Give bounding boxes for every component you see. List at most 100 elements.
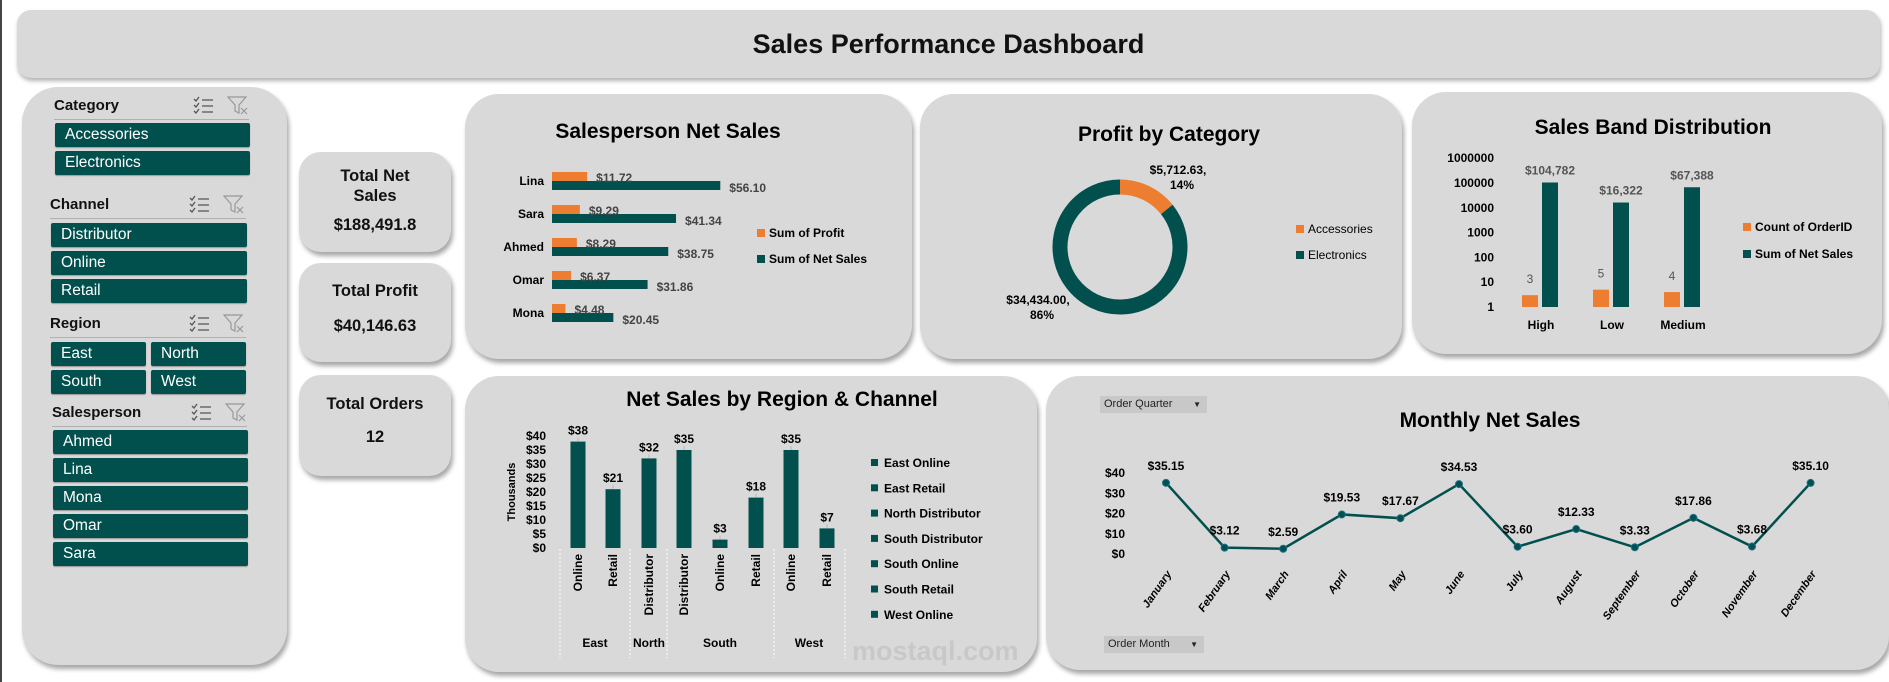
clear-filter-icon[interactable] <box>224 402 247 422</box>
category-label: Sara <box>518 207 544 221</box>
category-label: Retail <box>820 554 834 587</box>
slicer-item-east[interactable]: East <box>51 342 146 366</box>
slicer-item-retail[interactable]: Retail <box>51 279 247 303</box>
clear-filter-icon[interactable] <box>222 313 245 333</box>
legend-swatch <box>871 534 878 542</box>
slicer-item-sara[interactable]: Sara <box>53 542 248 566</box>
sales-band-distribution-chart: Sales Band Distribution 1 10 100 1000 10000 10… <box>1447 116 1853 332</box>
slicer-divider <box>52 426 247 427</box>
slicer-item-south[interactable]: South <box>51 370 146 394</box>
slicer-item-north[interactable]: North <box>151 342 246 366</box>
sales-band-chart-panel[interactable]: Sales Band Distribution 1 10 100 1000 10000 10… <box>1412 92 1882 354</box>
y-tick-label: $10 <box>1105 527 1125 541</box>
multi-select-icon[interactable] <box>191 402 213 422</box>
clear-filter-icon[interactable] <box>222 194 245 214</box>
monthly-net-sales-chart: Monthly Net Sales $0 $10 $20 $30 $40 $35.15 Jan… <box>1105 409 1829 622</box>
kpi-total-profit: Total Profit $40,146.63 <box>299 263 451 362</box>
kpi-title: Total Orders <box>326 395 424 413</box>
group-label: East <box>582 636 607 650</box>
slicer-item-lina[interactable]: Lina <box>53 458 248 482</box>
region-channel-chart-panel[interactable]: Net Sales by Region & Channel Thousands $0… <box>465 376 1037 672</box>
net-sales-data-label: $16,322 <box>1599 184 1643 198</box>
legend-swatch <box>1743 223 1751 231</box>
legend-swatch <box>871 585 878 593</box>
net-sales-data-label: $104,782 <box>1525 163 1575 177</box>
net-sales-bar <box>552 181 721 190</box>
month-label: February <box>1196 568 1233 614</box>
kpi-title-line2: Sales <box>353 187 397 205</box>
bar <box>783 450 799 548</box>
bar-data-label: $38 <box>568 424 588 438</box>
data-label: $34.53 <box>1441 460 1478 474</box>
slice-percent-label: 14% <box>1170 178 1194 192</box>
y-tick-label: $30 <box>1105 486 1125 500</box>
slice-value-label: $34,434.00, <box>1006 293 1069 307</box>
legend-label: Count of OrderID <box>1755 220 1853 234</box>
net-sales-data-label: $41.34 <box>685 214 722 228</box>
order-quarter-field-button[interactable]: Order Quarter ▼ <box>1100 396 1207 413</box>
data-label: $3.12 <box>1210 524 1240 538</box>
slicer-header-channel: Channel <box>50 196 110 213</box>
slicer-item-omar[interactable]: Omar <box>53 514 248 538</box>
slicer-divider <box>54 119 249 120</box>
bar-data-label: $7 <box>820 510 834 524</box>
slicer-item-distributor[interactable]: Distributor <box>51 223 247 247</box>
category-label: Online <box>571 554 585 592</box>
order-month-field-button[interactable]: Order Month ▼ <box>1104 636 1204 653</box>
y-axis-label: Thousands <box>506 463 518 522</box>
multi-select-icon[interactable] <box>189 313 211 333</box>
salesperson-chart-panel[interactable]: Salesperson Net Sales Lina $11.72 $56.10 Sar… <box>465 94 912 359</box>
y-tick-label: 10000 <box>1461 201 1495 215</box>
slicer-item-ahmed[interactable]: Ahmed <box>53 430 248 454</box>
slicer-item-electronics[interactable]: Electronics <box>55 151 250 175</box>
slicer-header-category: Category <box>54 97 120 114</box>
dropdown-arrow-icon: ▼ <box>1193 400 1201 409</box>
month-label: December <box>1779 568 1820 619</box>
profit-bar <box>552 271 572 280</box>
count-data-label: 5 <box>1598 267 1605 281</box>
bar <box>748 497 764 548</box>
y-tick-label: $35 <box>526 443 546 457</box>
y-tick-label: $15 <box>526 499 546 513</box>
data-point <box>1572 525 1581 534</box>
legend-label: Accessories <box>1308 222 1373 236</box>
bar-data-label: $35 <box>674 432 694 446</box>
month-label: July <box>1504 568 1527 594</box>
slicer-divider <box>50 218 246 219</box>
bar-data-label: $18 <box>746 480 766 494</box>
slicer-item-online[interactable]: Online <box>51 251 247 275</box>
slicer-item-mona[interactable]: Mona <box>53 486 248 510</box>
profit-data-label: $9.29 <box>589 204 619 218</box>
profit-data-label: $11.72 <box>596 171 632 185</box>
monthly-chart-panel[interactable]: Monthly Net Sales $0 $10 $20 $30 $40 $35.15 Jan… <box>1046 376 1889 670</box>
data-point <box>1513 542 1522 551</box>
profit-bar <box>552 238 577 247</box>
multi-select-icon[interactable] <box>189 194 211 214</box>
dashboard-title-bar: Sales Performance Dashboard <box>17 10 1880 78</box>
category-label: Mona <box>513 306 545 320</box>
legend-label: South Online <box>884 557 959 571</box>
kpi-total-orders: Total Orders 12 <box>299 375 451 476</box>
kpi-title: Total Profit <box>332 282 418 300</box>
order-month-label: Order Month <box>1108 638 1170 650</box>
y-tick-label: $25 <box>526 471 546 485</box>
data-label: $3.33 <box>1620 523 1650 537</box>
clear-filter-icon[interactable] <box>226 95 249 115</box>
slicer-item-west[interactable]: West <box>151 370 246 394</box>
net-sales-bar <box>552 280 648 289</box>
profit-category-chart-panel[interactable]: Profit by Category $5,712.63, 14% $34,434.0… <box>920 94 1402 359</box>
category-label: Online <box>784 554 798 592</box>
slicer-item-accessories[interactable]: Accessories <box>55 123 250 147</box>
legend-label: East Online <box>884 456 950 470</box>
chart-title: Profit by Category <box>1078 123 1260 146</box>
month-label: September <box>1601 568 1644 622</box>
legend-label: North Distributor <box>884 507 981 521</box>
data-point <box>1806 478 1815 487</box>
multi-select-icon[interactable] <box>193 95 215 115</box>
data-label: $17.86 <box>1675 494 1712 508</box>
y-tick-label: $10 <box>526 513 546 527</box>
count-data-label: 4 <box>1669 269 1676 283</box>
profit-data-label: $4.48 <box>574 303 604 317</box>
y-tick-label: 10 <box>1481 275 1495 289</box>
category-label: Distributor <box>642 554 656 616</box>
